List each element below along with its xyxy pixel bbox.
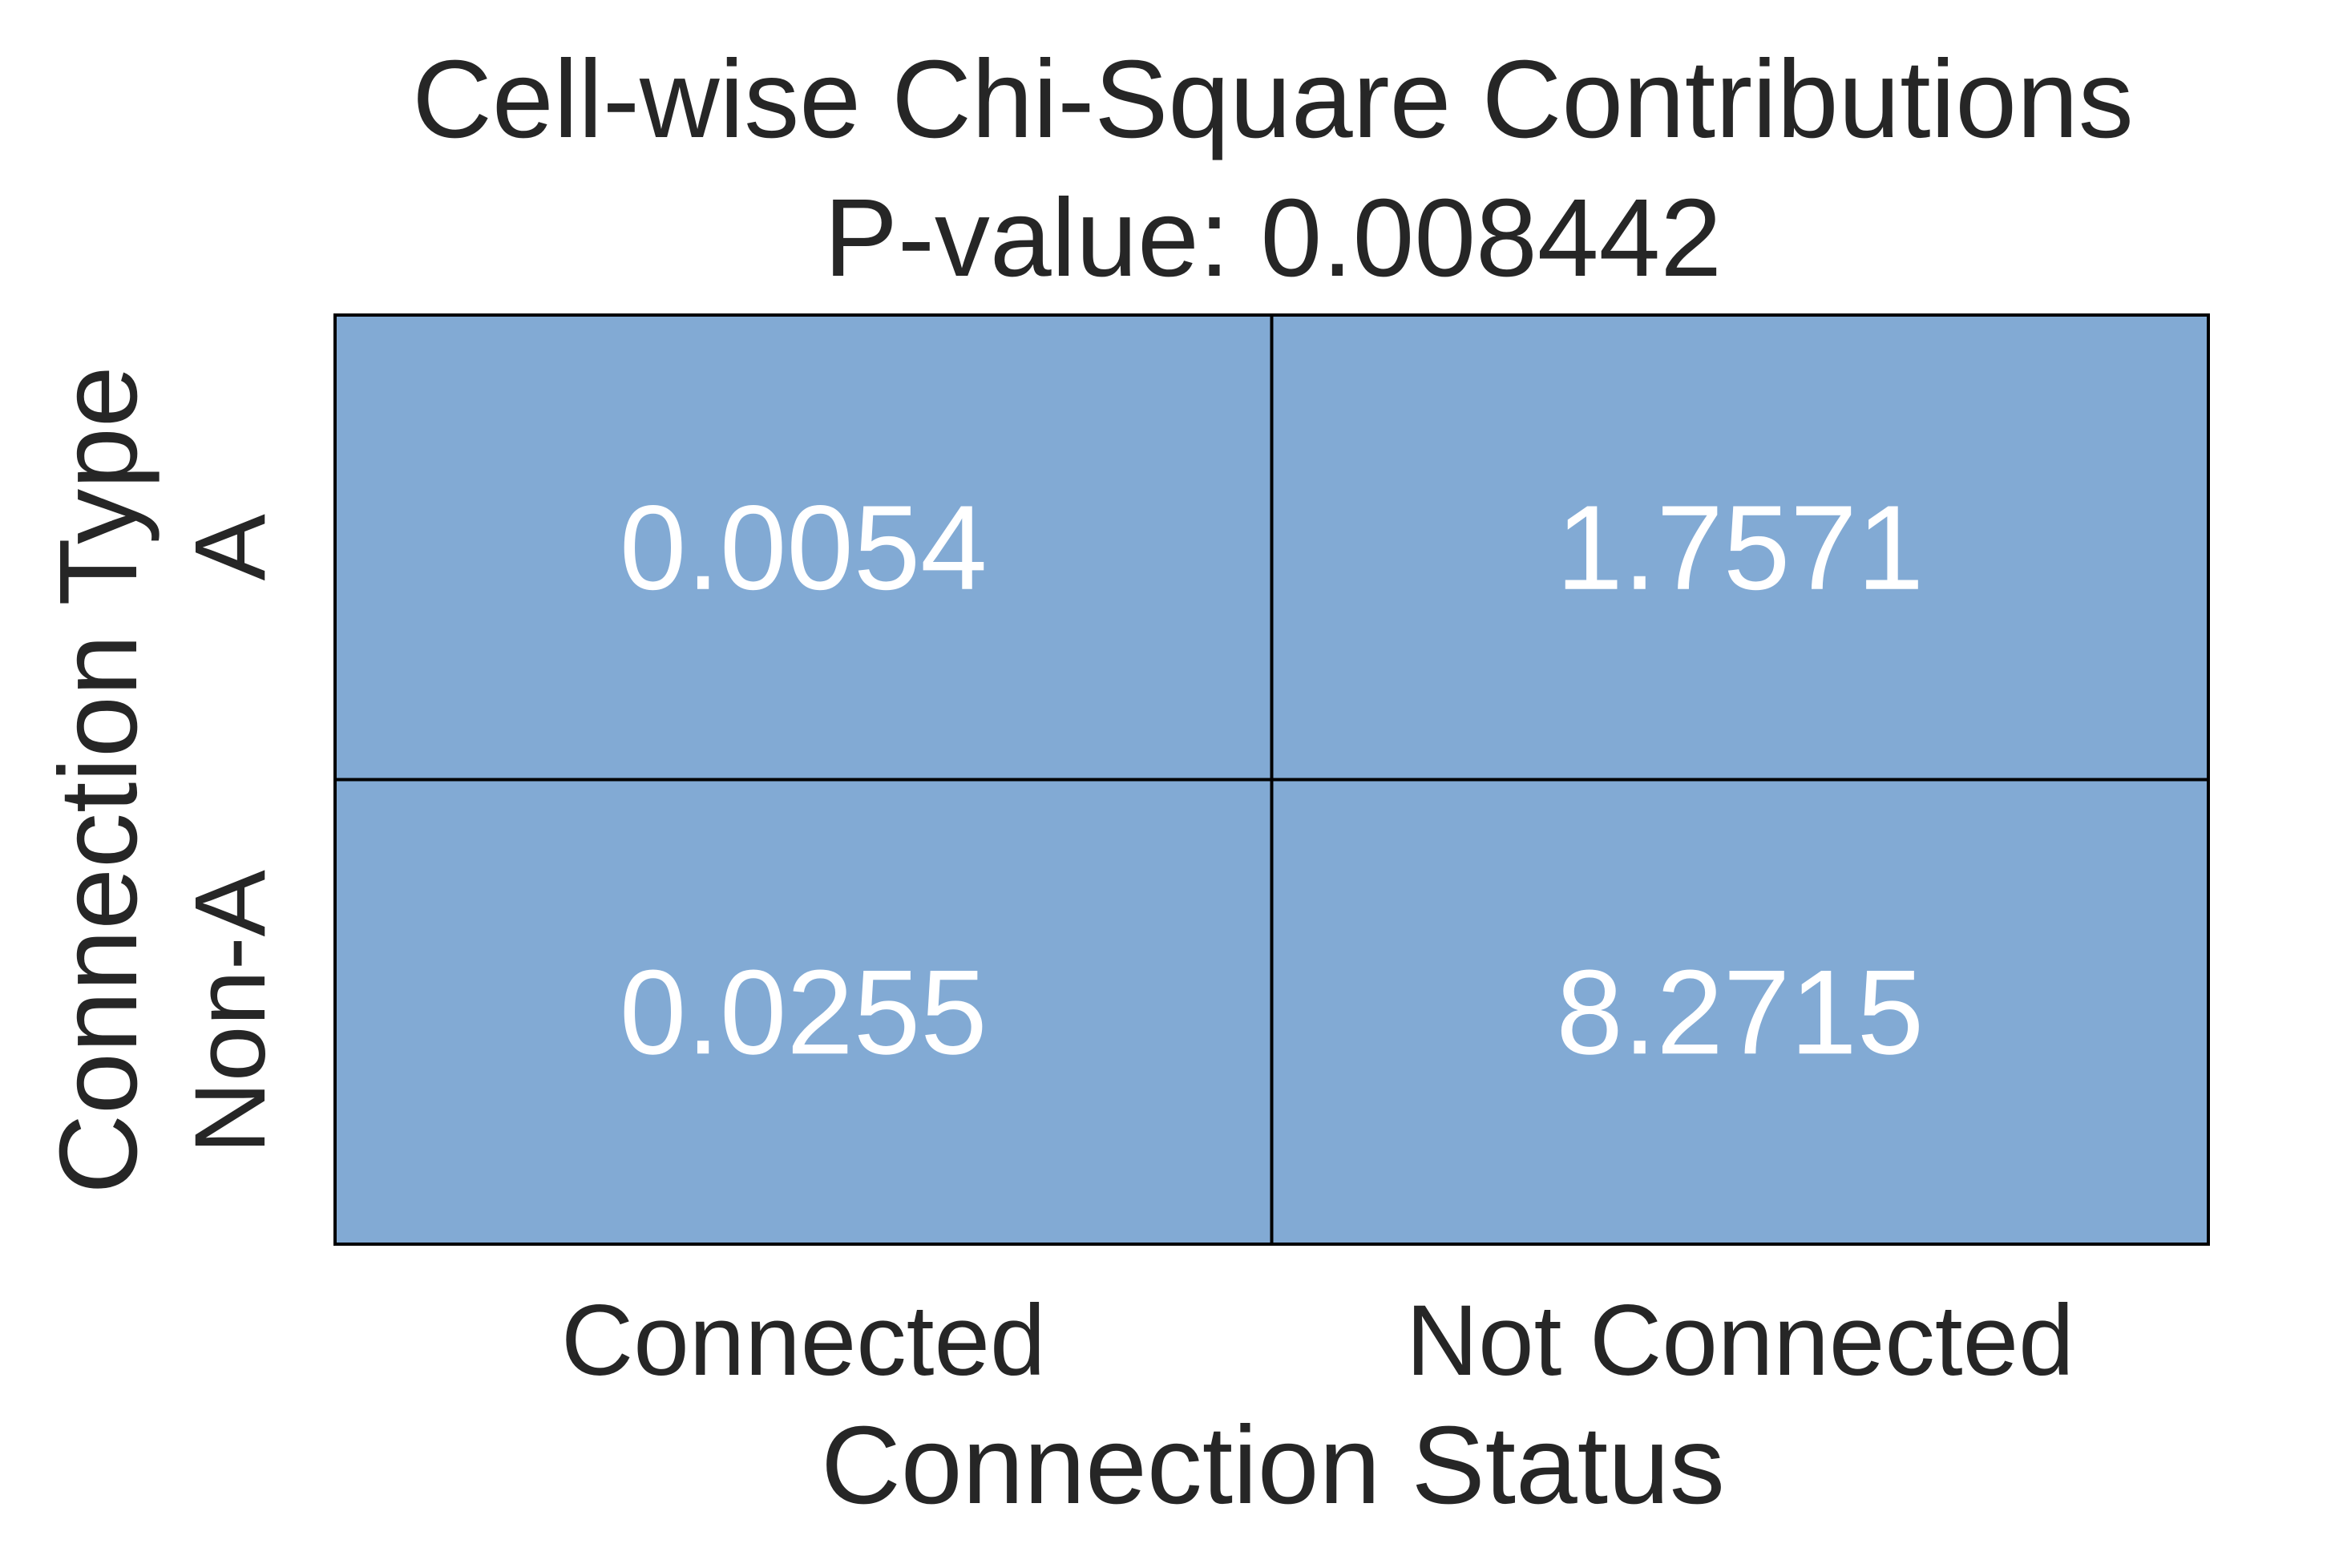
x-tick-labels: Connected Not Connected: [561, 1285, 2074, 1396]
y-tick-label-1: Non-A: [175, 869, 286, 1154]
heatmap-cell-1-0: [333, 778, 1274, 1246]
heatmap-cell-0-0: [333, 313, 1274, 782]
x-tick-label-0: Connected: [561, 1285, 1046, 1396]
x-axis-label: Connection Status: [821, 1404, 1725, 1527]
y-axis-label: Connection Type: [37, 366, 160, 1194]
heatmap-cell-0-1: [1270, 313, 2210, 782]
y-tick-label-0: A: [175, 513, 286, 580]
heatmap-cells: [333, 313, 2210, 1246]
cell-value-label-1-0: 0.0255: [620, 944, 988, 1079]
cell-value-label-0-1: 1.7571: [1556, 480, 1924, 615]
x-tick-label-1: Not Connected: [1406, 1285, 2074, 1396]
cell-value-label-0-0: 0.0054: [620, 480, 988, 615]
cell-value-label-1-1: 8.2715: [1556, 944, 1924, 1079]
chart-subtitle: P-value: 0.008442: [824, 176, 1722, 300]
heatmap-cell-labels: 0.0054 1.7571 0.0255 8.2715: [620, 480, 1924, 1080]
chart-title: Cell-wise Chi-Square Contributions: [412, 38, 2134, 161]
y-tick-labels: A Non-A: [175, 513, 286, 1154]
heatmap-cell-1-1: [1270, 778, 2210, 1246]
